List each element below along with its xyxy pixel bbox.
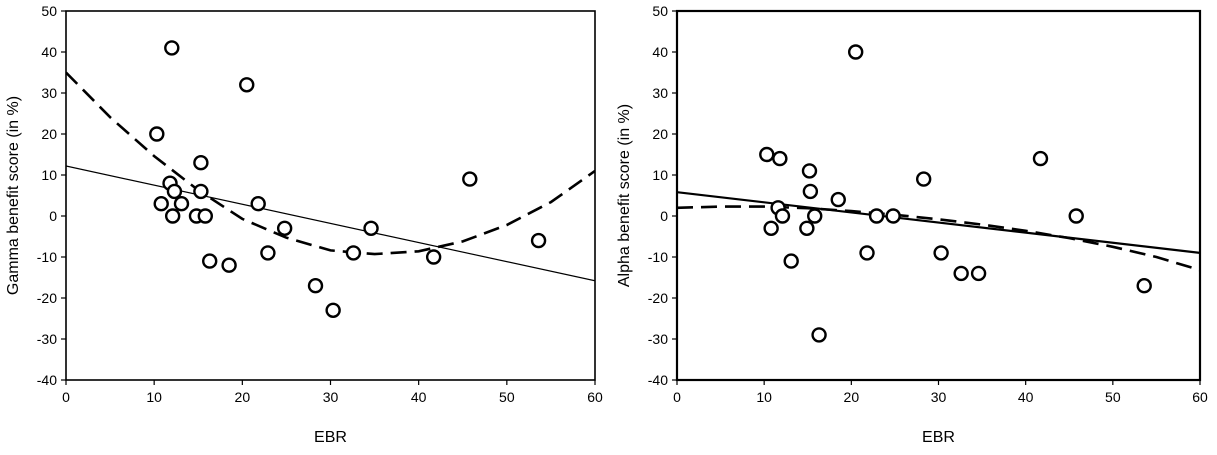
x-tick-label: 0 [62, 389, 70, 405]
data-point [847, 44, 864, 60]
x-tick-label: 40 [1018, 389, 1034, 405]
data-point [1136, 278, 1152, 294]
x-tick-label: 0 [673, 389, 681, 405]
data-point [363, 220, 379, 237]
y-tick-label: 50 [41, 3, 57, 19]
data-point [197, 208, 214, 224]
x-axis-title: EBR [314, 429, 347, 446]
y-tick-label: -10 [648, 249, 668, 265]
data-point [802, 183, 819, 200]
data-point [260, 245, 276, 261]
data-point [153, 195, 169, 212]
y-tick-label: -30 [37, 331, 57, 347]
data-point [325, 302, 341, 318]
y-tick-label: -10 [37, 249, 57, 265]
data-point [530, 232, 547, 249]
data-point [462, 171, 478, 187]
x-tick-label: 50 [499, 389, 515, 405]
data-point [164, 208, 181, 224]
y-tick-label: -20 [37, 290, 57, 306]
x-tick-label: 10 [146, 389, 162, 405]
x-tick-label: 60 [587, 389, 603, 405]
data-point [970, 265, 987, 282]
y-tick-label: 10 [41, 167, 57, 183]
x-tick-label: 50 [1105, 389, 1121, 405]
x-tick-label: 30 [323, 389, 339, 405]
y-tick-label: 20 [41, 126, 57, 142]
y-tick-label: 30 [41, 85, 57, 101]
data-point [166, 183, 183, 200]
linear-fit-line [677, 191, 1200, 254]
x-tick-label: 40 [411, 389, 427, 405]
gamma-panel: -40 -30 -20 -10 0 10 20 30 40 50 0 10 20 30 40 50 60 EBR G… [5, 3, 603, 446]
data-point [772, 150, 788, 167]
data-point [830, 191, 846, 208]
data-point [783, 253, 799, 269]
data-point [953, 265, 969, 282]
y-tick-label: 0 [49, 208, 57, 224]
plot-frame [675, 9, 1202, 382]
x-tick-label: 20 [844, 389, 860, 405]
y-axis-title: Gamma benefit score (in %) [5, 96, 22, 295]
data-point [307, 278, 324, 294]
data-point [149, 126, 165, 142]
data-point [173, 195, 190, 212]
y-tick-label: -40 [648, 372, 668, 388]
data-point [915, 171, 932, 187]
linear-fit-line [66, 165, 595, 282]
data-point [193, 183, 209, 200]
quadratic-fit-line [66, 71, 595, 256]
data-point [250, 195, 266, 212]
y-tick-label: 20 [652, 126, 668, 142]
data-point [763, 220, 779, 237]
x-tick-label: 30 [931, 389, 947, 405]
x-tick-label: 60 [1192, 389, 1208, 405]
data-point [202, 253, 218, 269]
data-point [801, 163, 818, 179]
y-tick-label: -40 [37, 372, 57, 388]
alpha-panel: -40 -30 -20 -10 0 10 20 30 40 50 0 10 20 30 40 50 60 EBR A… [616, 3, 1208, 446]
plot-frame [65, 10, 596, 381]
y-tick-label: -20 [648, 290, 668, 306]
y-tick-label: 0 [660, 208, 668, 224]
x-tick-label: 20 [235, 389, 251, 405]
y-tick-label: 40 [652, 44, 668, 60]
y-axis-title: Alpha benefit score (in %) [616, 104, 633, 287]
data-point [799, 220, 815, 237]
data-point [885, 208, 901, 224]
data-point [1032, 150, 1049, 167]
data-point [276, 220, 293, 237]
quadratic-fit-line [677, 205, 1200, 272]
data-point [811, 327, 827, 343]
data-point [164, 40, 180, 56]
y-tick-label: 40 [41, 44, 57, 60]
y-tick-label: 30 [652, 85, 668, 101]
y-tick-label: 50 [652, 3, 668, 19]
data-point [193, 154, 209, 171]
data-point [759, 146, 775, 163]
data-point [239, 77, 255, 93]
data-point [933, 245, 949, 261]
y-tick-label: -30 [648, 331, 668, 347]
x-axis-title: EBR [922, 429, 955, 446]
data-point [221, 257, 237, 273]
data-point [774, 208, 791, 224]
y-tick-label: 10 [652, 167, 668, 183]
data-point [1068, 208, 1084, 224]
x-tick-label: 10 [756, 389, 772, 405]
data-point [859, 245, 875, 261]
data-point [868, 208, 885, 224]
data-point [807, 208, 823, 224]
data-point [425, 249, 442, 265]
data-point [345, 245, 362, 261]
